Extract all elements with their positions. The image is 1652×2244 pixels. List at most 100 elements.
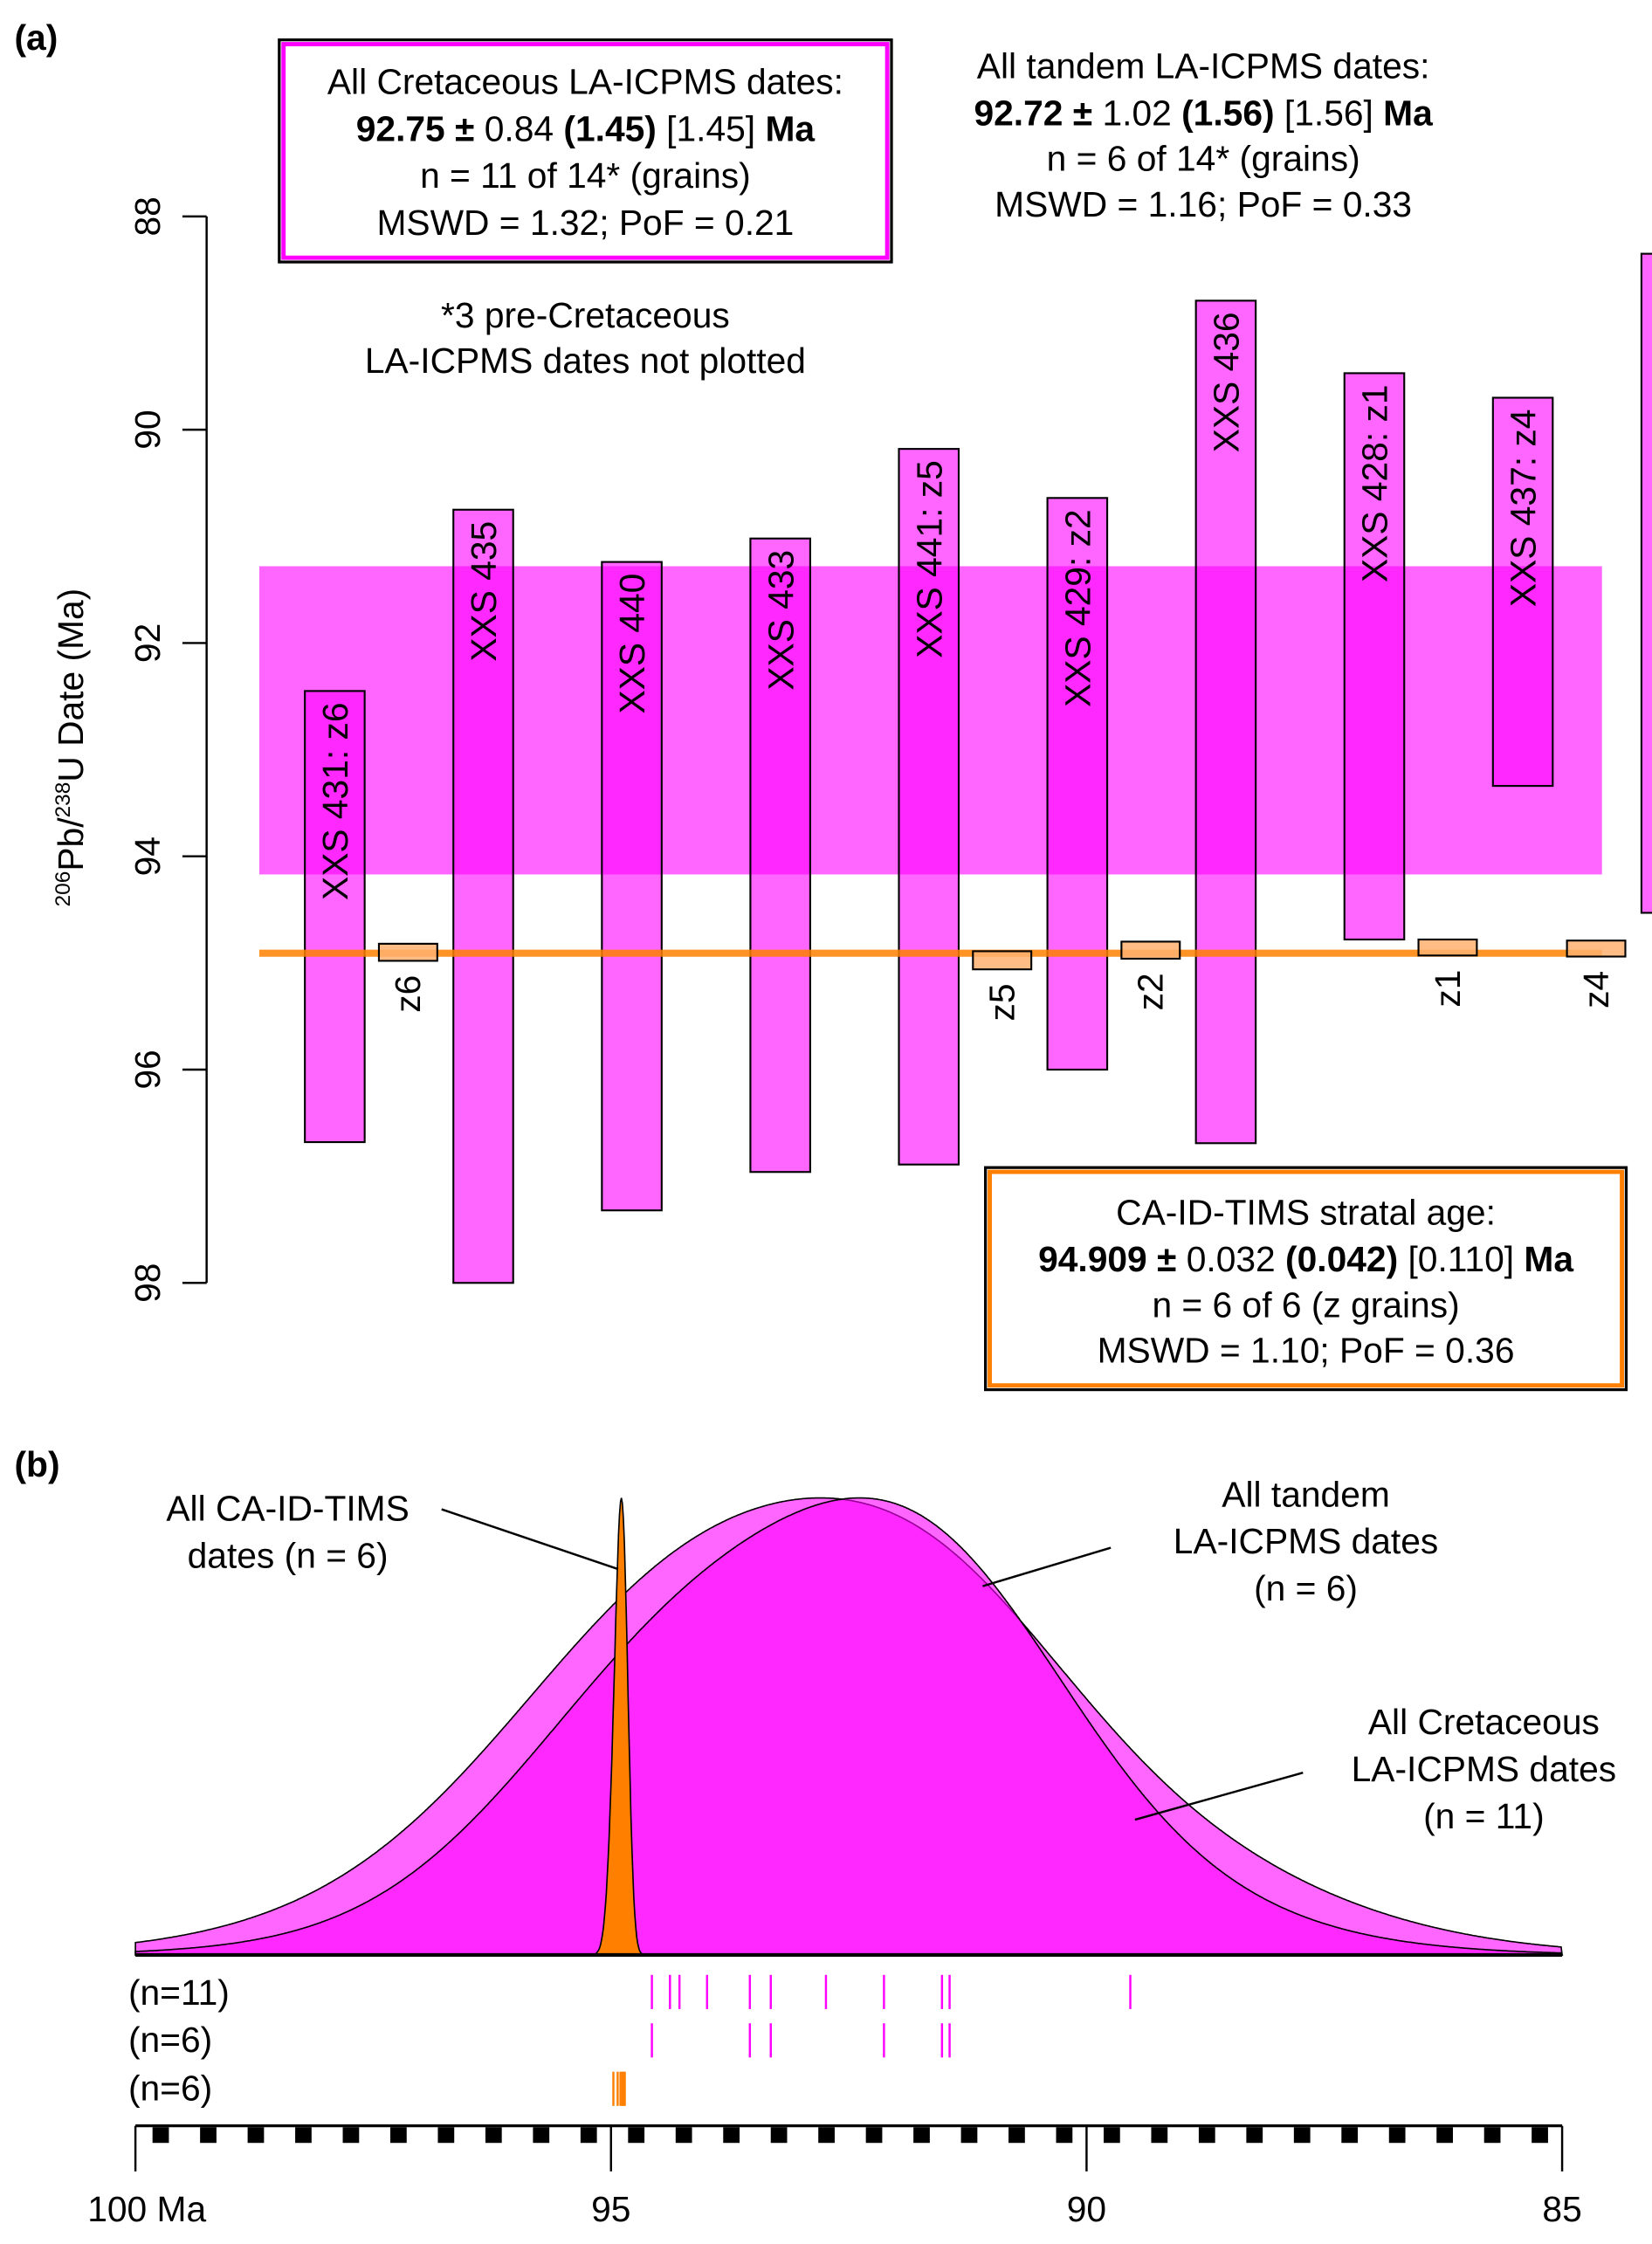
svg-text:94.909 ± 0.032 (0.042) [0.110]: 94.909 ± 0.032 (0.042) [0.110] Ma	[1038, 1239, 1573, 1279]
x-axis-scale-block	[1198, 2127, 1215, 2144]
cretaceous-curve-label: All Cretaceous LA-ICPMS dates (n = 11)	[1134, 1702, 1616, 1836]
x-axis-scale-block	[580, 2127, 597, 2144]
y-tick-label: 94	[127, 836, 168, 876]
la-icpms-bar-label: XXS 433	[761, 550, 801, 691]
svg-text:92.75 ± 0.84 (1.45) [1.45] Ma: 92.75 ± 0.84 (1.45) [1.45] Ma	[356, 108, 816, 148]
tims-curve-label: All CA-ID-TIMS dates (n = 6)	[166, 1489, 619, 1575]
svg-text:n = 6 of 6 (z grains): n = 6 of 6 (z grains)	[1152, 1284, 1459, 1325]
la-icpms-bar	[898, 448, 960, 1166]
x-axis-scale-block	[818, 2127, 835, 2144]
svg-text:MSWD = 1.16; PoF = 0.33: MSWD = 1.16; PoF = 0.33	[995, 184, 1412, 224]
tims-bar-label: z1	[1428, 970, 1468, 1008]
svg-text:(n = 11): (n = 11)	[1423, 1796, 1545, 1836]
la-icpms-bar	[1640, 252, 1652, 914]
cretaceous-summary-box: All Cretaceous LA-ICPMS dates: 92.75 ± 0…	[278, 38, 893, 264]
tims-bar-label: z5	[982, 983, 1022, 1021]
x-axis-scale-block	[1388, 2127, 1406, 2144]
x-axis-scale-block	[1056, 2127, 1073, 2144]
tims-bar-label: z6	[388, 975, 428, 1013]
x-axis-scale-block	[1103, 2127, 1120, 2144]
la-icpms-bar-label: XXS 435	[464, 521, 504, 662]
x-axis-scale-block	[1008, 2127, 1025, 2144]
x-axis-scale-block	[437, 2127, 455, 2144]
x-axis-scale-block	[1483, 2127, 1501, 2144]
x-axis-scale-block	[342, 2127, 360, 2144]
svg-text:LA-ICPMS dates: LA-ICPMS dates	[1174, 1521, 1438, 1561]
y-tick-label: 98	[127, 1263, 168, 1303]
x-axis-scale-block	[390, 2127, 407, 2144]
svg-text:(n = 6): (n = 6)	[1254, 1568, 1358, 1608]
x-tick-label: 90	[1067, 2189, 1106, 2229]
x-tick-label: 100 Ma	[87, 2189, 206, 2229]
rug-label-tandem: (n=6)	[128, 2020, 212, 2060]
density-curve-tandem	[134, 1497, 1564, 1956]
svg-text:All Cretaceous LA-ICPMS dates:: All Cretaceous LA-ICPMS dates:	[327, 62, 843, 102]
y-tick-label: 96	[127, 1050, 168, 1089]
svg-text:All Cretaceous: All Cretaceous	[1368, 1702, 1600, 1742]
svg-text:All CA-ID-TIMS: All CA-ID-TIMS	[166, 1489, 409, 1529]
tims-summary-box: CA-ID-TIMS stratal age: 94.909 ± 0.032 (…	[984, 1166, 1628, 1392]
panel-a-label: (a)	[14, 17, 58, 58]
tandem-summary-text: All tandem LA-ICPMS dates: 92.72 ± 1.02 …	[974, 46, 1433, 224]
svg-text:MSWD = 1.10; PoF = 0.36: MSWD = 1.10; PoF = 0.36	[1098, 1331, 1515, 1371]
y-tick-label: 92	[127, 623, 168, 663]
tims-bar	[1120, 940, 1181, 960]
svg-text:LA-ICPMS dates: LA-ICPMS dates	[1352, 1749, 1616, 1789]
panel-a-chart: 88 90 92 94 96 98 XXS 431: z6 XXS 435 XXS 440 XXS…	[127, 196, 1652, 1303]
svg-text:CA-ID-TIMS stratal age:: CA-ID-TIMS stratal age:	[1116, 1192, 1496, 1232]
la-icpms-bar	[601, 561, 663, 1212]
x-axis-scale-block	[723, 2127, 740, 2144]
tandem-curve-label: All tandem LA-ICPMS dates (n = 6)	[982, 1474, 1438, 1608]
la-icpms-bar	[1046, 497, 1109, 1071]
x-axis-scale-block	[960, 2127, 978, 2144]
pre-cretaceous-note: *3 pre-Cretaceous LA-ICPMS dates not plo…	[365, 295, 806, 381]
x-axis-scale-block	[200, 2127, 217, 2144]
x-axis-scale-block	[770, 2127, 788, 2144]
x-axis-scale-block	[152, 2127, 169, 2144]
tims-bar	[1417, 938, 1478, 957]
la-icpms-bar	[1343, 372, 1406, 941]
x-tick-label: 95	[591, 2189, 630, 2229]
svg-text:All tandem: All tandem	[1222, 1474, 1390, 1514]
x-axis-scale-block	[533, 2127, 550, 2144]
svg-text:dates (n = 6): dates (n = 6)	[188, 1535, 389, 1575]
y-tick-label: 90	[127, 410, 168, 449]
la-icpms-bar	[749, 537, 811, 1174]
svg-text:92.72 ± 1.02 (1.56) [1.56] Ma: 92.72 ± 1.02 (1.56) [1.56] Ma	[974, 93, 1433, 134]
x-axis-scale-block	[1341, 2127, 1359, 2144]
y-axis-label: 206Pb/238U Date (Ma)	[51, 589, 91, 907]
x-axis-scale-block	[913, 2127, 930, 2144]
x-axis-scale-block	[1436, 2127, 1454, 2144]
tims-bar-label: z4	[1576, 971, 1616, 1008]
svg-text:*3 pre-Cretaceous: *3 pre-Cretaceous	[441, 295, 730, 335]
la-icpms-bar-label: XXS 429: z2	[1057, 509, 1098, 707]
tims-bar	[972, 950, 1033, 971]
tims-bar	[377, 942, 438, 962]
rug-label-cretaceous: (n=11)	[128, 1972, 230, 2013]
la-icpms-bar-label: XXS 428: z1	[1355, 384, 1395, 582]
x-tick-label: 85	[1542, 2189, 1581, 2229]
la-icpms-bar-label: XXS 437: z4	[1504, 410, 1544, 608]
panel-b-chart: 100 Ma 95 90 85	[87, 1497, 1582, 2229]
x-axis-scale-block	[1293, 2127, 1311, 2144]
tims-bar-label: z2	[1131, 973, 1171, 1010]
la-icpms-bar-label: XXS 436	[1207, 312, 1247, 452]
x-axis-scale-block	[1532, 2127, 1548, 2144]
x-axis-scale-block	[247, 2127, 265, 2144]
x-axis-scale-block	[1246, 2127, 1263, 2144]
x-axis-scale-block	[485, 2127, 502, 2144]
svg-text:LA-ICPMS dates not plotted: LA-ICPMS dates not plotted	[365, 341, 806, 381]
y-tick-label: 88	[127, 196, 168, 236]
la-icpms-bar	[1194, 299, 1257, 1145]
la-icpms-bar-label: XXS 440	[612, 574, 652, 714]
x-axis-scale-block	[675, 2127, 692, 2144]
la-icpms-bar	[304, 690, 366, 1144]
svg-text:n = 6 of 14* (grains): n = 6 of 14* (grains)	[1047, 139, 1360, 179]
svg-text:All tandem LA-ICPMS dates:: All tandem LA-ICPMS dates:	[977, 46, 1430, 86]
svg-text:MSWD = 1.32; PoF = 0.21: MSWD = 1.32; PoF = 0.21	[376, 203, 794, 243]
x-axis-scale-block	[628, 2127, 645, 2144]
la-icpms-bar	[452, 508, 514, 1284]
x-axis-scale-block	[295, 2127, 312, 2144]
panel-b-label: (b)	[14, 1444, 59, 1484]
